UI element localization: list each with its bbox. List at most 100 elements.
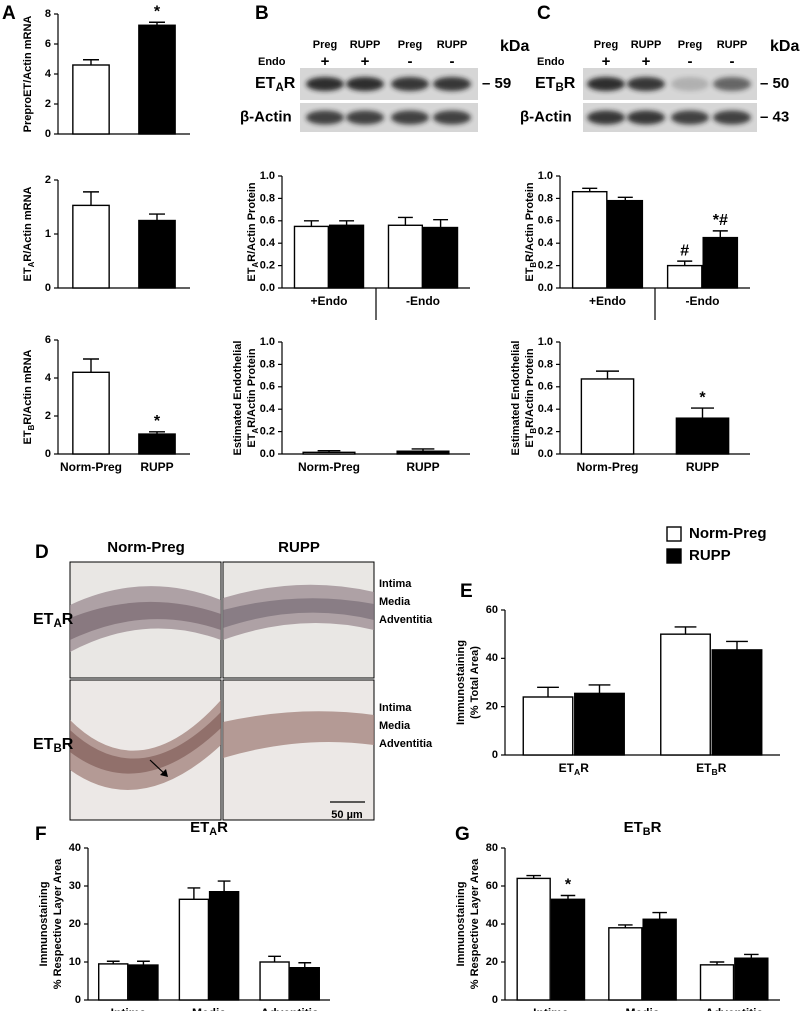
error-bar xyxy=(674,626,697,635)
error-bar xyxy=(83,191,99,206)
column-label: Norm-Preg xyxy=(107,539,185,556)
x-tick-label: RUPP xyxy=(140,460,173,474)
text-part: R/Actin Protein xyxy=(524,348,536,428)
bar xyxy=(208,891,240,1001)
y-tick-label: 0.8 xyxy=(538,358,553,370)
error-bar xyxy=(268,955,281,962)
y-tick-label: 0.6 xyxy=(260,215,275,227)
layer-label: Media xyxy=(379,720,411,732)
y-tick-label: 1.0 xyxy=(538,336,553,348)
y-axis-label: (% Total Area) xyxy=(469,646,481,719)
y-tick-label: 1.0 xyxy=(538,170,553,182)
bar xyxy=(138,24,176,135)
text-part: ET xyxy=(33,611,54,628)
text-part: R xyxy=(651,819,662,836)
lane-header: Endo xyxy=(537,56,565,68)
bar xyxy=(128,964,159,1001)
error-bar xyxy=(339,220,355,226)
panel-label: C xyxy=(537,3,551,24)
y-tick-label: 0 xyxy=(75,994,81,1006)
x-tick-label: Media xyxy=(625,1006,659,1011)
text-part: ET xyxy=(524,267,536,281)
error-bar xyxy=(433,218,449,228)
y-tick-label: 0.6 xyxy=(260,381,275,393)
text-part: R xyxy=(564,75,576,92)
lane-sign: + xyxy=(602,53,611,70)
blot-band xyxy=(671,110,709,125)
blot-row-label: ETBR xyxy=(535,75,576,94)
y-axis-label: PreproET/Actin mRNA xyxy=(22,16,34,133)
y-tick-label: 0.2 xyxy=(260,260,275,272)
significance-marker: * xyxy=(154,413,161,430)
error-bar xyxy=(397,216,413,226)
blot-band xyxy=(346,110,384,125)
error-bar xyxy=(652,911,667,920)
y-tick-label: 0.2 xyxy=(538,426,553,438)
text-part: ET xyxy=(696,761,712,775)
significance-marker: * xyxy=(154,3,161,20)
y-tick-label: 6 xyxy=(45,334,51,346)
x-tick-label: -Endo xyxy=(686,294,720,308)
text-part: R xyxy=(718,761,727,775)
y-tick-label: 40 xyxy=(486,918,498,930)
y-tick-label: 1 xyxy=(45,228,51,240)
arrow-head xyxy=(160,769,168,777)
lane-label: Preg xyxy=(313,39,337,51)
mass-label: – 43 xyxy=(760,108,789,125)
blot-row-label: β-Actin xyxy=(240,108,292,125)
subscript: A xyxy=(27,261,36,267)
error-bar xyxy=(677,260,693,266)
x-tick-label: Norm-Preg xyxy=(576,460,638,474)
lane-label: Preg xyxy=(398,39,422,51)
x-tick-label: RUPP xyxy=(406,460,439,474)
text-part: ET xyxy=(559,761,575,775)
text-part: R/Actin mRNA xyxy=(22,349,34,424)
error-bar xyxy=(712,230,728,238)
x-tick-label: Media xyxy=(192,1006,226,1011)
x-tick-label: +Endo xyxy=(310,294,347,308)
blot-row-label: β-Actin xyxy=(520,108,572,125)
text-part: ET xyxy=(22,267,34,281)
text-part: R/Actin Protein xyxy=(524,182,536,262)
y-tick-label: 0 xyxy=(45,282,51,294)
chart-title: ETAR xyxy=(190,819,228,838)
blot-band xyxy=(627,110,665,125)
y-tick-label: 0.6 xyxy=(538,215,553,227)
y-axis-label: Estimated Endothelial xyxy=(232,341,244,456)
error-bar xyxy=(691,407,714,419)
unit-label: kDa xyxy=(770,38,799,55)
x-tick-label: Adventitia xyxy=(261,1006,319,1011)
bar xyxy=(72,204,110,289)
x-tick-label: Norm-Preg xyxy=(298,460,360,474)
x-tick-label: -Endo xyxy=(406,294,440,308)
y-tick-label: 0.4 xyxy=(538,403,554,415)
chart-title: ETBR xyxy=(624,819,662,838)
lane-label: RUPP xyxy=(350,39,381,51)
y-tick-label: 10 xyxy=(69,956,81,968)
x-tick-label: ETBR xyxy=(696,761,727,777)
layer-label: Intima xyxy=(379,578,412,590)
error-bar xyxy=(726,640,748,650)
bar xyxy=(675,417,730,455)
text-part: ET xyxy=(535,75,556,92)
mass-label: – 50 xyxy=(760,75,789,92)
bar xyxy=(608,927,643,1001)
bar xyxy=(178,898,210,1001)
bar xyxy=(396,450,450,455)
blot-band xyxy=(713,110,751,125)
significance-marker: * xyxy=(699,389,706,406)
y-axis-label: Immunostaining xyxy=(38,882,50,967)
blot-band xyxy=(346,77,384,91)
y-tick-label: 0.8 xyxy=(260,358,275,370)
y-tick-label: 60 xyxy=(486,880,498,892)
panel-label: B xyxy=(255,3,269,24)
bar xyxy=(699,964,735,1001)
layer-label: Intima xyxy=(379,702,412,714)
scale-bar-label: 50 µm xyxy=(331,809,363,821)
bar xyxy=(571,190,608,289)
y-tick-label: 0.2 xyxy=(538,260,553,272)
column-label: RUPP xyxy=(278,539,320,556)
bar xyxy=(642,918,677,1001)
lane-sign: - xyxy=(450,53,455,70)
